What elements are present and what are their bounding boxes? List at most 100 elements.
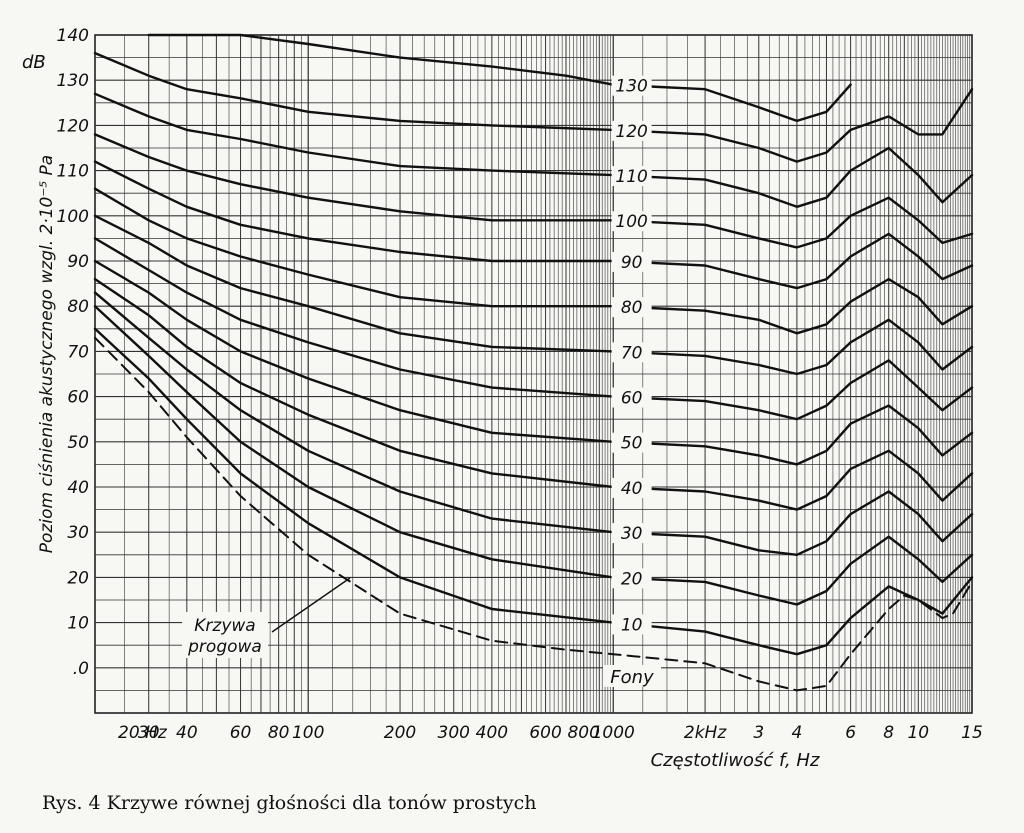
x-tick-label: 80 [268,723,290,743]
x-tick-label: 15 [961,723,983,743]
figure-caption: Rys. 4 Krzywe równej głośności dla tonów… [42,792,536,814]
phon-label-bg [611,297,652,318]
curve-100-high [648,196,974,249]
x-tick-label: 10 [907,723,929,743]
x-tick-label: 600 [529,723,561,743]
x-tick-label: 200 [384,723,416,743]
curve-70-low [93,214,615,353]
phon-label-bg [611,211,652,232]
phon-label-bg [611,432,652,453]
curve-110-low [93,92,615,177]
curve-130-low [147,33,615,86]
phon-label-bg [611,387,652,408]
fony-label: Fony [610,667,654,688]
phon-label-bg [611,614,652,635]
y-axis-title: Poziom ciśnienia akustycznego wzgl. 2·10… [37,155,57,553]
x-tick-label: 1000 [592,723,635,743]
phon-label: 110 [615,167,647,187]
y-tick-label: 80 [67,297,89,317]
threshold-label-bg [182,612,268,658]
phon-label-bg [611,523,652,544]
x-axis-title: Częstotliwość f, Hz [651,750,820,771]
y-tick-label: 130 [57,71,89,91]
x-tick-label: 30 [138,723,160,743]
curve-20-high [648,535,974,606]
y-tick-label: 90 [67,252,89,272]
phon-label: 70 [621,343,643,363]
curve-30-high [648,490,974,556]
phon-label-bg [611,251,652,272]
curve-130-high [648,83,852,123]
y-tick-label: 50 [67,433,89,453]
curve-50-low [93,259,615,443]
curve-10-low [93,327,615,624]
curve-120-high [648,88,974,163]
fony-label-bg [603,665,661,687]
y-tick-label: 110 [57,162,89,182]
curve-20-low [93,305,615,579]
phon-label: 100 [615,212,647,232]
curve-90-high [648,232,974,290]
y-tick-label: 20 [67,568,89,588]
x-tick-label: 800 [567,723,599,743]
curve-60-low [93,237,615,398]
curve-40-high [648,449,974,511]
x-tick-label: 8 [883,723,894,743]
phon-label: 80 [621,298,643,318]
x-tick-label: 40 [176,723,198,743]
y-tick-label: 120 [57,116,89,136]
phon-label-bg [611,342,652,363]
y-tick-label: 30 [67,523,89,543]
x-tick-label: 100 [292,723,324,743]
curve-80-low [93,187,615,308]
phon-label: 50 [621,434,643,454]
phon-label-bg [611,75,652,96]
curve-60-high [648,359,974,421]
y-tick-label: .0 [73,659,89,679]
x-tick-label: 400 [476,723,508,743]
x-tick-label: 20 Hz [118,723,168,743]
curve-10-high [648,576,974,656]
threshold-label-line1: Krzywa [194,616,255,636]
threshold-curve [94,336,973,692]
phon-label: 130 [615,77,647,97]
phon-label: 40 [621,479,643,499]
phon-label: 120 [615,122,647,142]
x-tick-label: 2kHz [684,723,727,743]
threshold-label-line2: progowa [187,637,262,657]
phon-label: 20 [621,569,643,589]
y-tick-label: 70 [67,342,89,362]
x-tick-label: 3 [753,723,764,743]
phon-label: 10 [621,615,643,635]
phon-label: 30 [621,524,643,544]
curve-40-low [93,277,615,489]
phon-label-bg [611,568,652,589]
phon-label: 90 [621,253,643,273]
phon-label-bg [611,120,652,141]
y-tick-label: 40 [67,478,89,498]
x-tick-label: 6 [845,723,856,743]
curve-90-low [93,160,615,263]
y-tick-label: 140 [57,26,89,46]
y-tick-label: 100 [57,207,89,227]
labels: 140 130 120 110 100 90 80 70 60 50 40 30 20 10 .0 dB 20 … [22,26,983,814]
x-tick-label: 300 [438,723,470,743]
curve-120-low [93,51,615,132]
x-tick-label: 60 [230,723,252,743]
curve-110-high [648,146,974,208]
x-tick-label: 4 [791,723,802,743]
curve-50-high [648,404,974,466]
y-unit-label: dB [22,52,46,73]
phon-label: 60 [621,389,643,409]
y-tick-label: 60 [67,388,89,408]
phon-label-bg [611,477,652,498]
phon-label-bg [611,166,652,187]
curve-30-low [93,291,615,534]
curve-100-low [93,133,615,222]
curves [93,33,974,692]
curve-70-high [648,318,974,376]
y-tick-label: 10 [67,614,89,634]
threshold-leader-line [271,577,351,633]
